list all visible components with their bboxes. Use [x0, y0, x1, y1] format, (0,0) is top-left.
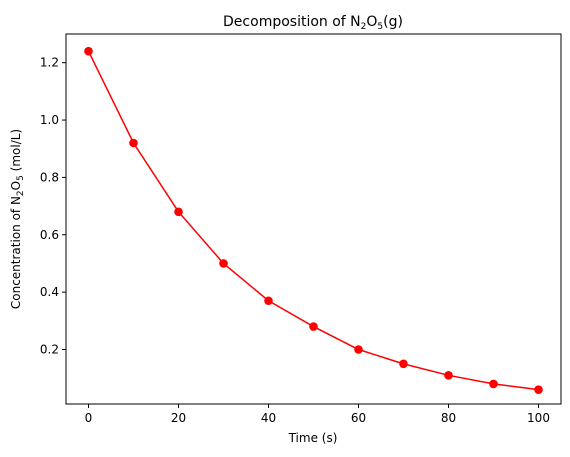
data-point — [489, 379, 498, 389]
x-tick-label: 80 — [441, 411, 456, 425]
x-tick-label: 60 — [351, 411, 366, 425]
data-point — [84, 46, 93, 56]
y-tick-label: 1.0 — [40, 113, 59, 127]
plot-area — [84, 46, 543, 394]
y-tick-label: 0.2 — [40, 343, 59, 357]
axes-frame — [65, 33, 562, 405]
x-tick-label: 40 — [261, 411, 276, 425]
y-axis-label: Concentration of N2O5 (mol/L) — [9, 129, 26, 309]
series-line — [87, 50, 539, 391]
x-axis: 0 20 40 60 80 100 — [85, 404, 550, 425]
y-axis: 0.2 0.4 0.6 0.8 1.0 1.2 — [40, 56, 66, 357]
x-tick-label: 0 — [85, 411, 93, 425]
data-point — [534, 385, 543, 394]
y-tick-label: 1.2 — [40, 56, 59, 70]
y-tick-label: 0.6 — [40, 228, 59, 242]
y-tick-label: 0.4 — [40, 285, 59, 299]
x-axis-label: Time (s) — [288, 431, 338, 445]
data-point — [354, 345, 363, 354]
data-point — [309, 322, 318, 331]
data-point — [399, 359, 408, 369]
data-point — [444, 371, 453, 380]
data-point — [219, 259, 228, 268]
x-tick-label: 100 — [527, 411, 550, 425]
data-point — [264, 296, 273, 306]
chart-title: Decomposition of N2O5(g) — [223, 14, 403, 32]
y-tick-label: 0.8 — [40, 170, 59, 184]
x-tick-label: 20 — [171, 411, 186, 425]
data-point — [129, 138, 138, 148]
data-point — [174, 207, 183, 217]
